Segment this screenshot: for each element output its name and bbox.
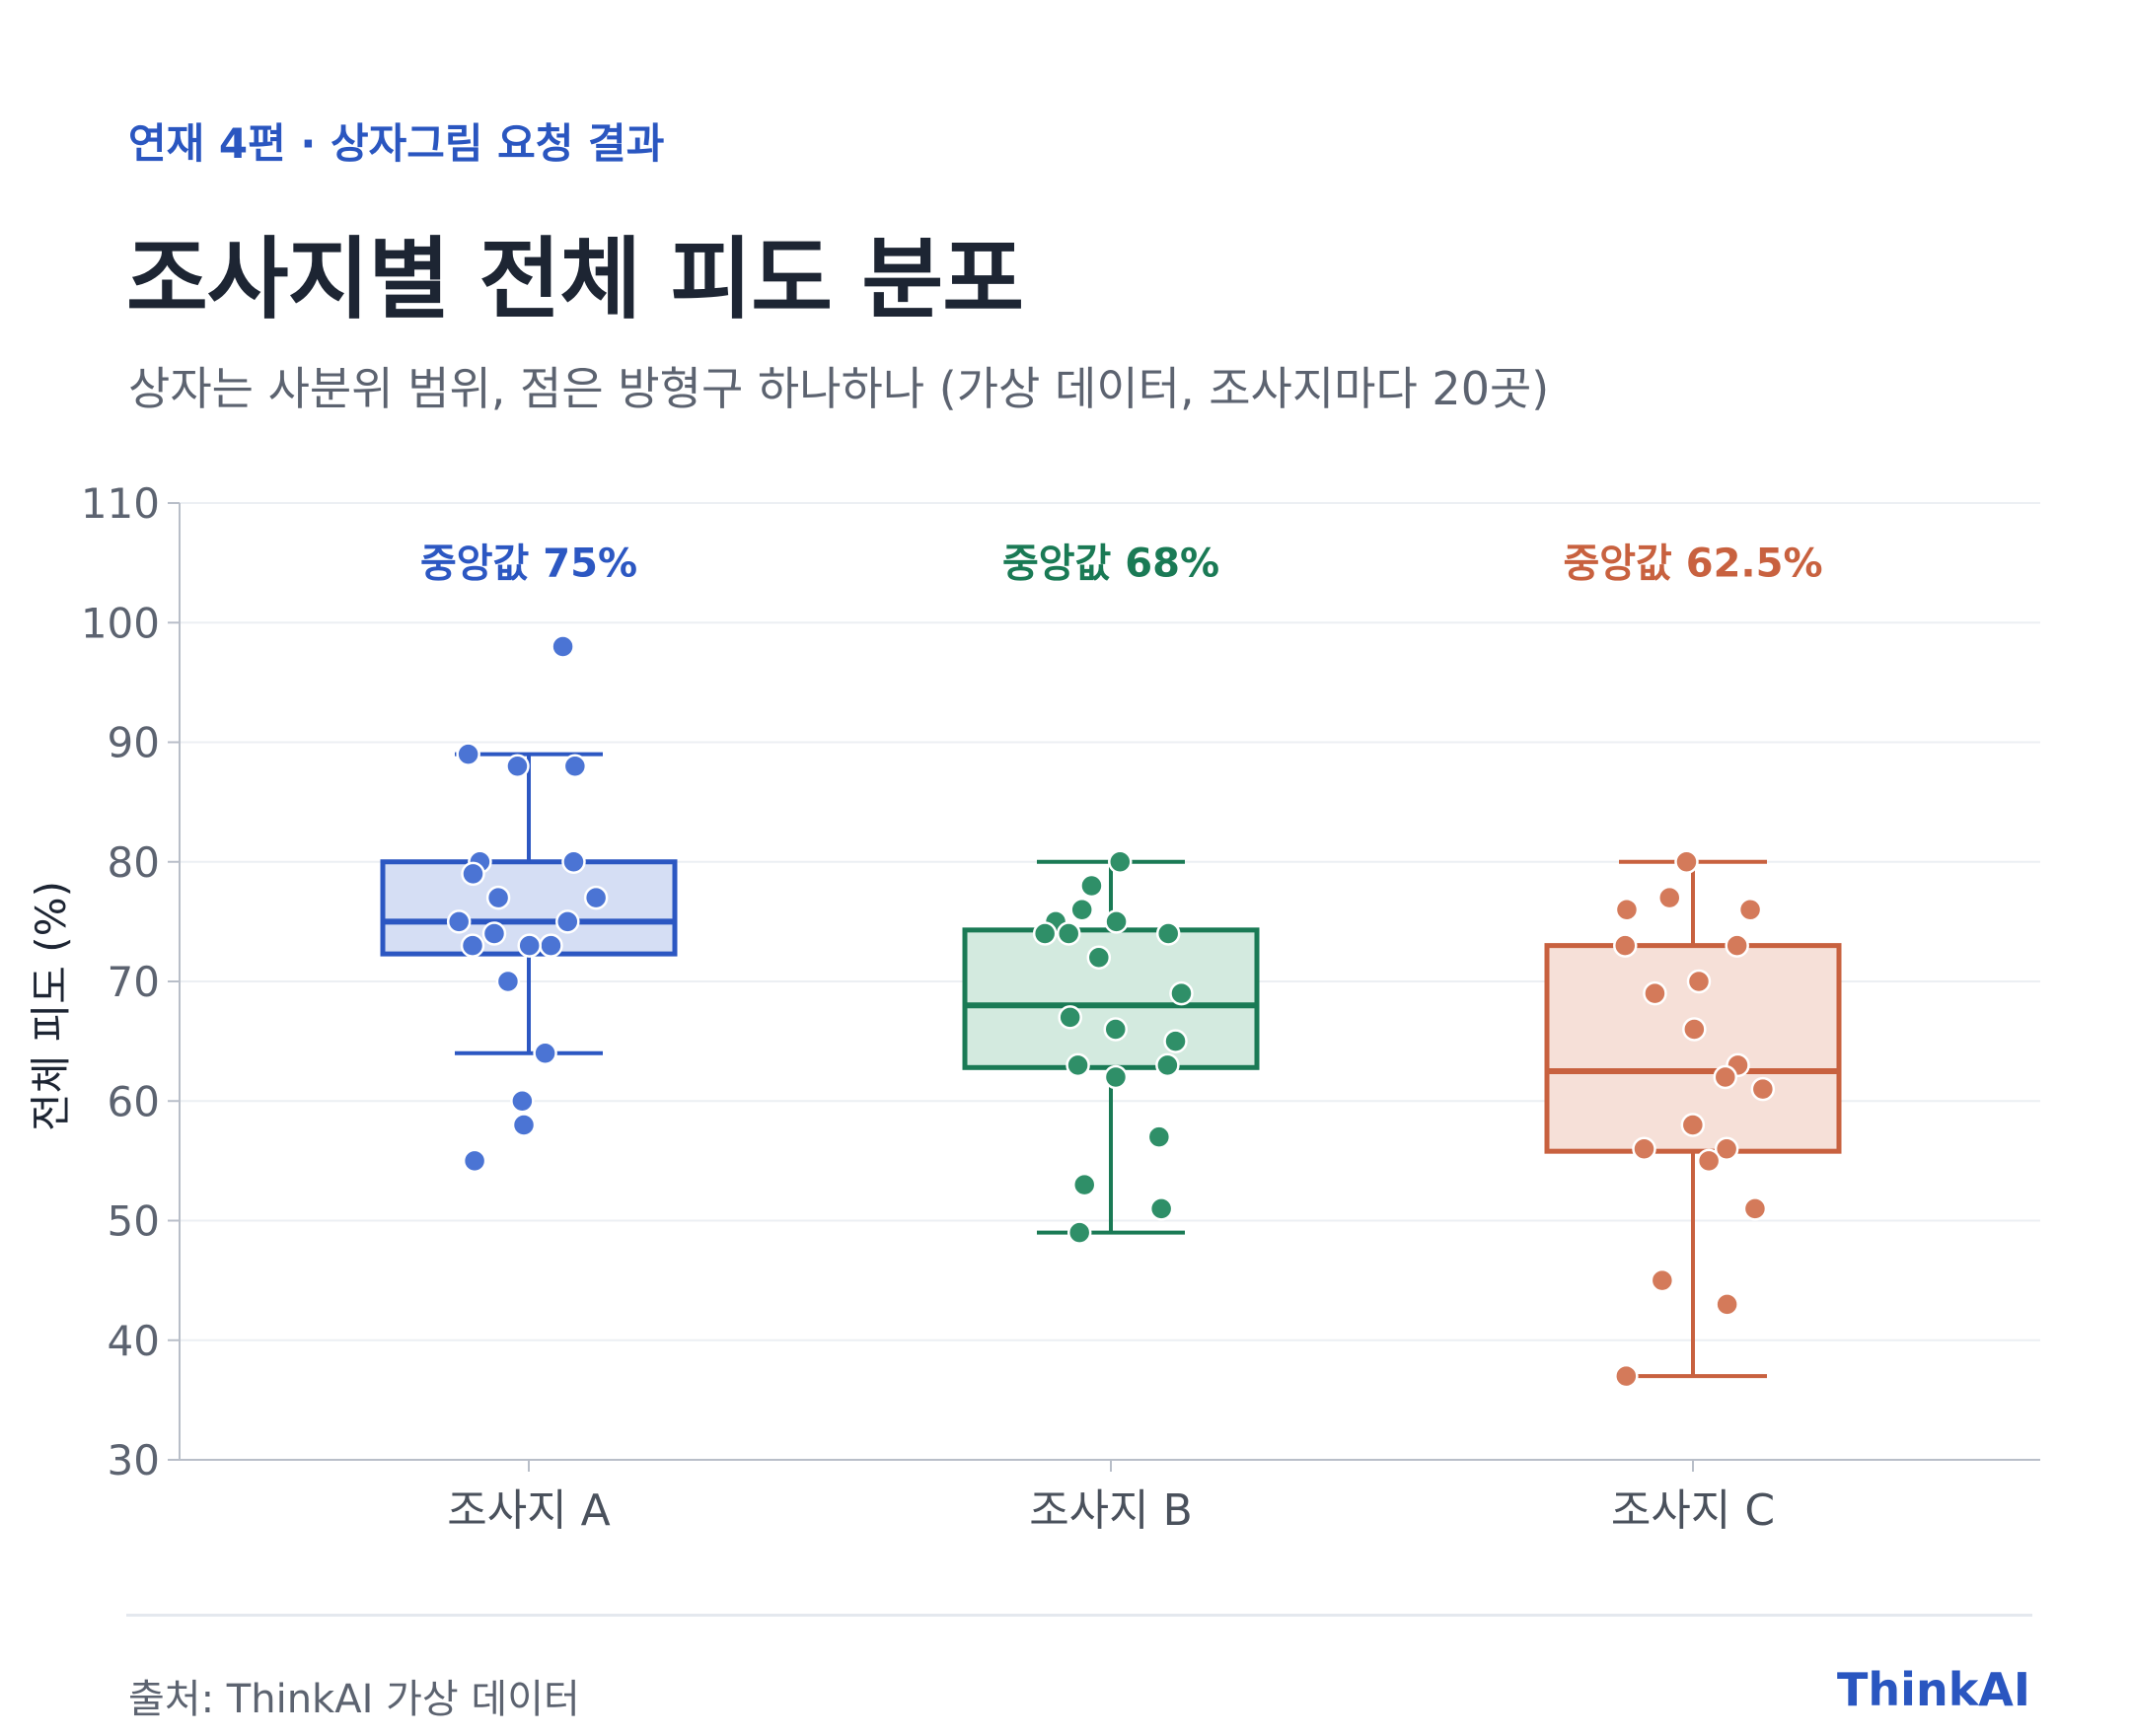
data-point — [1103, 1064, 1129, 1090]
data-point — [1632, 1136, 1656, 1161]
data-point — [1163, 1029, 1188, 1053]
median-label: 중앙값 75% — [420, 542, 637, 587]
data-point — [1674, 849, 1699, 874]
median-label: 중앙값 68% — [1002, 542, 1219, 587]
data-point — [1146, 1124, 1172, 1149]
y-axis-label: 전체 피도 (%) — [27, 881, 75, 1131]
data-point — [456, 742, 480, 766]
data-point — [1155, 921, 1181, 946]
data-point — [1155, 1052, 1180, 1078]
data-point — [495, 969, 521, 994]
data-point — [1086, 945, 1112, 970]
data-point — [1069, 898, 1094, 922]
data-point — [1032, 921, 1058, 946]
brand-logo: ThinkAI — [1837, 1663, 2030, 1716]
data-point — [562, 754, 588, 778]
data-point — [533, 1041, 557, 1065]
data-point — [1148, 1196, 1174, 1221]
data-point — [1066, 1220, 1092, 1245]
y-tick-label: 30 — [108, 1436, 160, 1484]
data-point — [1686, 969, 1712, 994]
data-point — [517, 933, 542, 958]
page-subtitle: 상자는 사분위 범위, 점은 방형구 하나하나 (가상 데이터, 조사지마다 2… — [128, 362, 1550, 415]
data-point — [485, 885, 511, 910]
data-point — [1682, 1017, 1707, 1042]
data-point — [1169, 980, 1194, 1006]
data-point — [551, 634, 575, 659]
data-point — [1614, 898, 1640, 922]
data-point — [1750, 1076, 1776, 1102]
data-point — [561, 849, 586, 874]
data-point — [1643, 980, 1667, 1006]
y-tick-label: 50 — [108, 1197, 160, 1246]
data-point — [1714, 1136, 1739, 1161]
data-point — [505, 754, 530, 778]
data-point — [1613, 933, 1638, 958]
data-point — [461, 861, 485, 887]
data-point — [510, 1089, 535, 1114]
data-point — [446, 909, 472, 934]
x-tick-label: 조사지 A — [447, 1485, 611, 1536]
data-point — [460, 933, 485, 958]
data-point — [1104, 909, 1129, 934]
page-title: 조사지별 전체 피도 분포 — [126, 228, 1024, 331]
data-point — [462, 1148, 487, 1174]
data-point — [1103, 1017, 1129, 1042]
data-point — [1108, 849, 1133, 874]
y-tick-label: 110 — [81, 479, 160, 528]
data-point — [1713, 1064, 1738, 1090]
data-point — [1680, 1113, 1706, 1137]
data-point — [481, 921, 507, 946]
source-note: 출처: ThinkAI 가상 데이터 — [128, 1677, 580, 1722]
iqr-box — [962, 927, 1260, 1070]
data-point — [511, 1113, 537, 1137]
y-tick-label: 90 — [108, 719, 160, 767]
y-tick-label: 60 — [108, 1077, 160, 1125]
data-point — [1657, 885, 1682, 910]
data-point — [1071, 1172, 1097, 1197]
y-tick-label: 80 — [108, 838, 160, 887]
x-tick-label: 조사지 C — [1611, 1485, 1775, 1536]
data-point — [583, 885, 609, 910]
data-point — [1715, 1292, 1739, 1317]
x-tick-label: 조사지 B — [1029, 1485, 1193, 1536]
data-point — [1737, 898, 1763, 922]
y-tick-label: 40 — [108, 1317, 160, 1365]
footer-divider — [126, 1614, 2032, 1617]
data-point — [1696, 1148, 1722, 1174]
series-kicker: 연재 4편 · 상자그림 요청 결과 — [128, 119, 665, 168]
y-tick-label: 70 — [108, 958, 160, 1006]
data-point — [1058, 1005, 1082, 1030]
data-point — [555, 909, 580, 934]
data-point — [1725, 933, 1749, 958]
data-point — [1079, 873, 1104, 899]
median-label: 중앙값 62.5% — [1563, 542, 1822, 587]
data-point — [1056, 921, 1081, 946]
data-point — [1614, 1363, 1639, 1389]
data-point — [1650, 1267, 1675, 1293]
y-tick-label: 100 — [81, 599, 160, 647]
data-point — [1066, 1052, 1090, 1078]
data-point — [539, 933, 563, 958]
box-plot-chart: 30 40 50 60 70 80 90 100 110 전체 피도 (%) 조사지 A 중앙값 75… — [27, 479, 2040, 1536]
data-point — [1742, 1196, 1768, 1221]
